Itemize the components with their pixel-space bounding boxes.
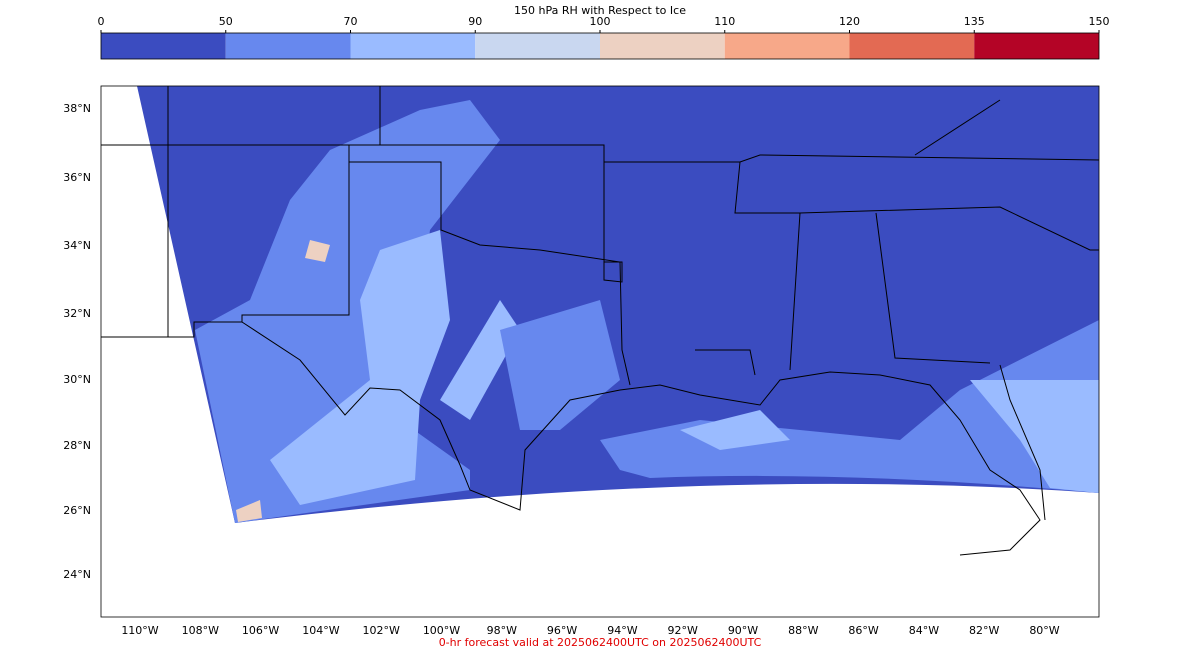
colorbar-segment — [225, 33, 351, 59]
colorbar-tick-label: 135 — [964, 15, 985, 28]
lon-label: 108°W — [182, 624, 219, 637]
coastline — [241, 321, 1046, 556]
field-region — [195, 100, 500, 523]
lon-label: 92°W — [668, 624, 698, 637]
map-field — [100, 85, 1100, 618]
lon-label: 102°W — [363, 624, 400, 637]
lon-label: 82°W — [969, 624, 999, 637]
axis-labels: 38°N 36°N 34°N 32°N 30°N 28°N 26°N 24°N 110°W 108… — [63, 102, 1060, 637]
colorbar-tick-label: 120 — [839, 15, 860, 28]
lat-label: 28°N — [63, 439, 91, 452]
colorbar-tick-label: 70 — [344, 15, 358, 28]
field-region — [680, 410, 790, 450]
colorbar-segment — [350, 33, 476, 59]
lon-label: 100°W — [423, 624, 460, 637]
colorbar-tick-label: 150 — [1089, 15, 1110, 28]
field-region — [500, 300, 620, 430]
lon-label: 84°W — [909, 624, 939, 637]
lon-label: 106°W — [242, 624, 279, 637]
colorbar-tick-label: 0 — [98, 15, 105, 28]
lat-label: 24°N — [63, 568, 91, 581]
colorbar-tick-label: 110 — [714, 15, 735, 28]
colorbar-segment — [475, 33, 600, 59]
footer: 0-hr forecast valid at 2025062400UTC on … — [439, 636, 762, 649]
field-region — [600, 320, 1099, 493]
lon-label: 86°W — [848, 624, 878, 637]
lon-label: 104°W — [302, 624, 339, 637]
state-border — [101, 86, 1099, 386]
lon-label: 88°W — [788, 624, 818, 637]
lon-label: 90°W — [728, 624, 758, 637]
field-region — [236, 500, 262, 522]
lat-label: 30°N — [63, 373, 91, 386]
lon-label: 98°W — [487, 624, 517, 637]
colorbar-segment — [849, 33, 975, 59]
colorbar-segment — [600, 33, 725, 59]
lon-label: 96°W — [547, 624, 577, 637]
colorbar: 0 50 70 90 100 110 120 135 150 — [98, 15, 1110, 60]
lat-label: 36°N — [63, 171, 91, 184]
lat-label: 32°N — [63, 307, 91, 320]
lon-label: 110°W — [121, 624, 158, 637]
lat-label: 26°N — [63, 504, 91, 517]
colorbar-tick-label: 50 — [219, 15, 233, 28]
lat-label: 34°N — [63, 239, 91, 252]
lon-label: 80°W — [1029, 624, 1059, 637]
colorbar-segment — [724, 33, 850, 59]
map-frame — [100, 85, 1100, 618]
colorbar-title: 150 hPa RH with Respect to Ice — [514, 4, 686, 17]
field-region — [270, 230, 450, 505]
colorbar-segment — [101, 33, 226, 59]
field-region — [970, 380, 1099, 493]
field-region — [305, 240, 330, 262]
colorbar-tick-label: 100 — [590, 15, 611, 28]
lon-label: 94°W — [607, 624, 637, 637]
colorbar-tick-label: 90 — [468, 15, 482, 28]
colorbar-segment — [974, 33, 1099, 59]
lat-label: 38°N — [63, 102, 91, 115]
